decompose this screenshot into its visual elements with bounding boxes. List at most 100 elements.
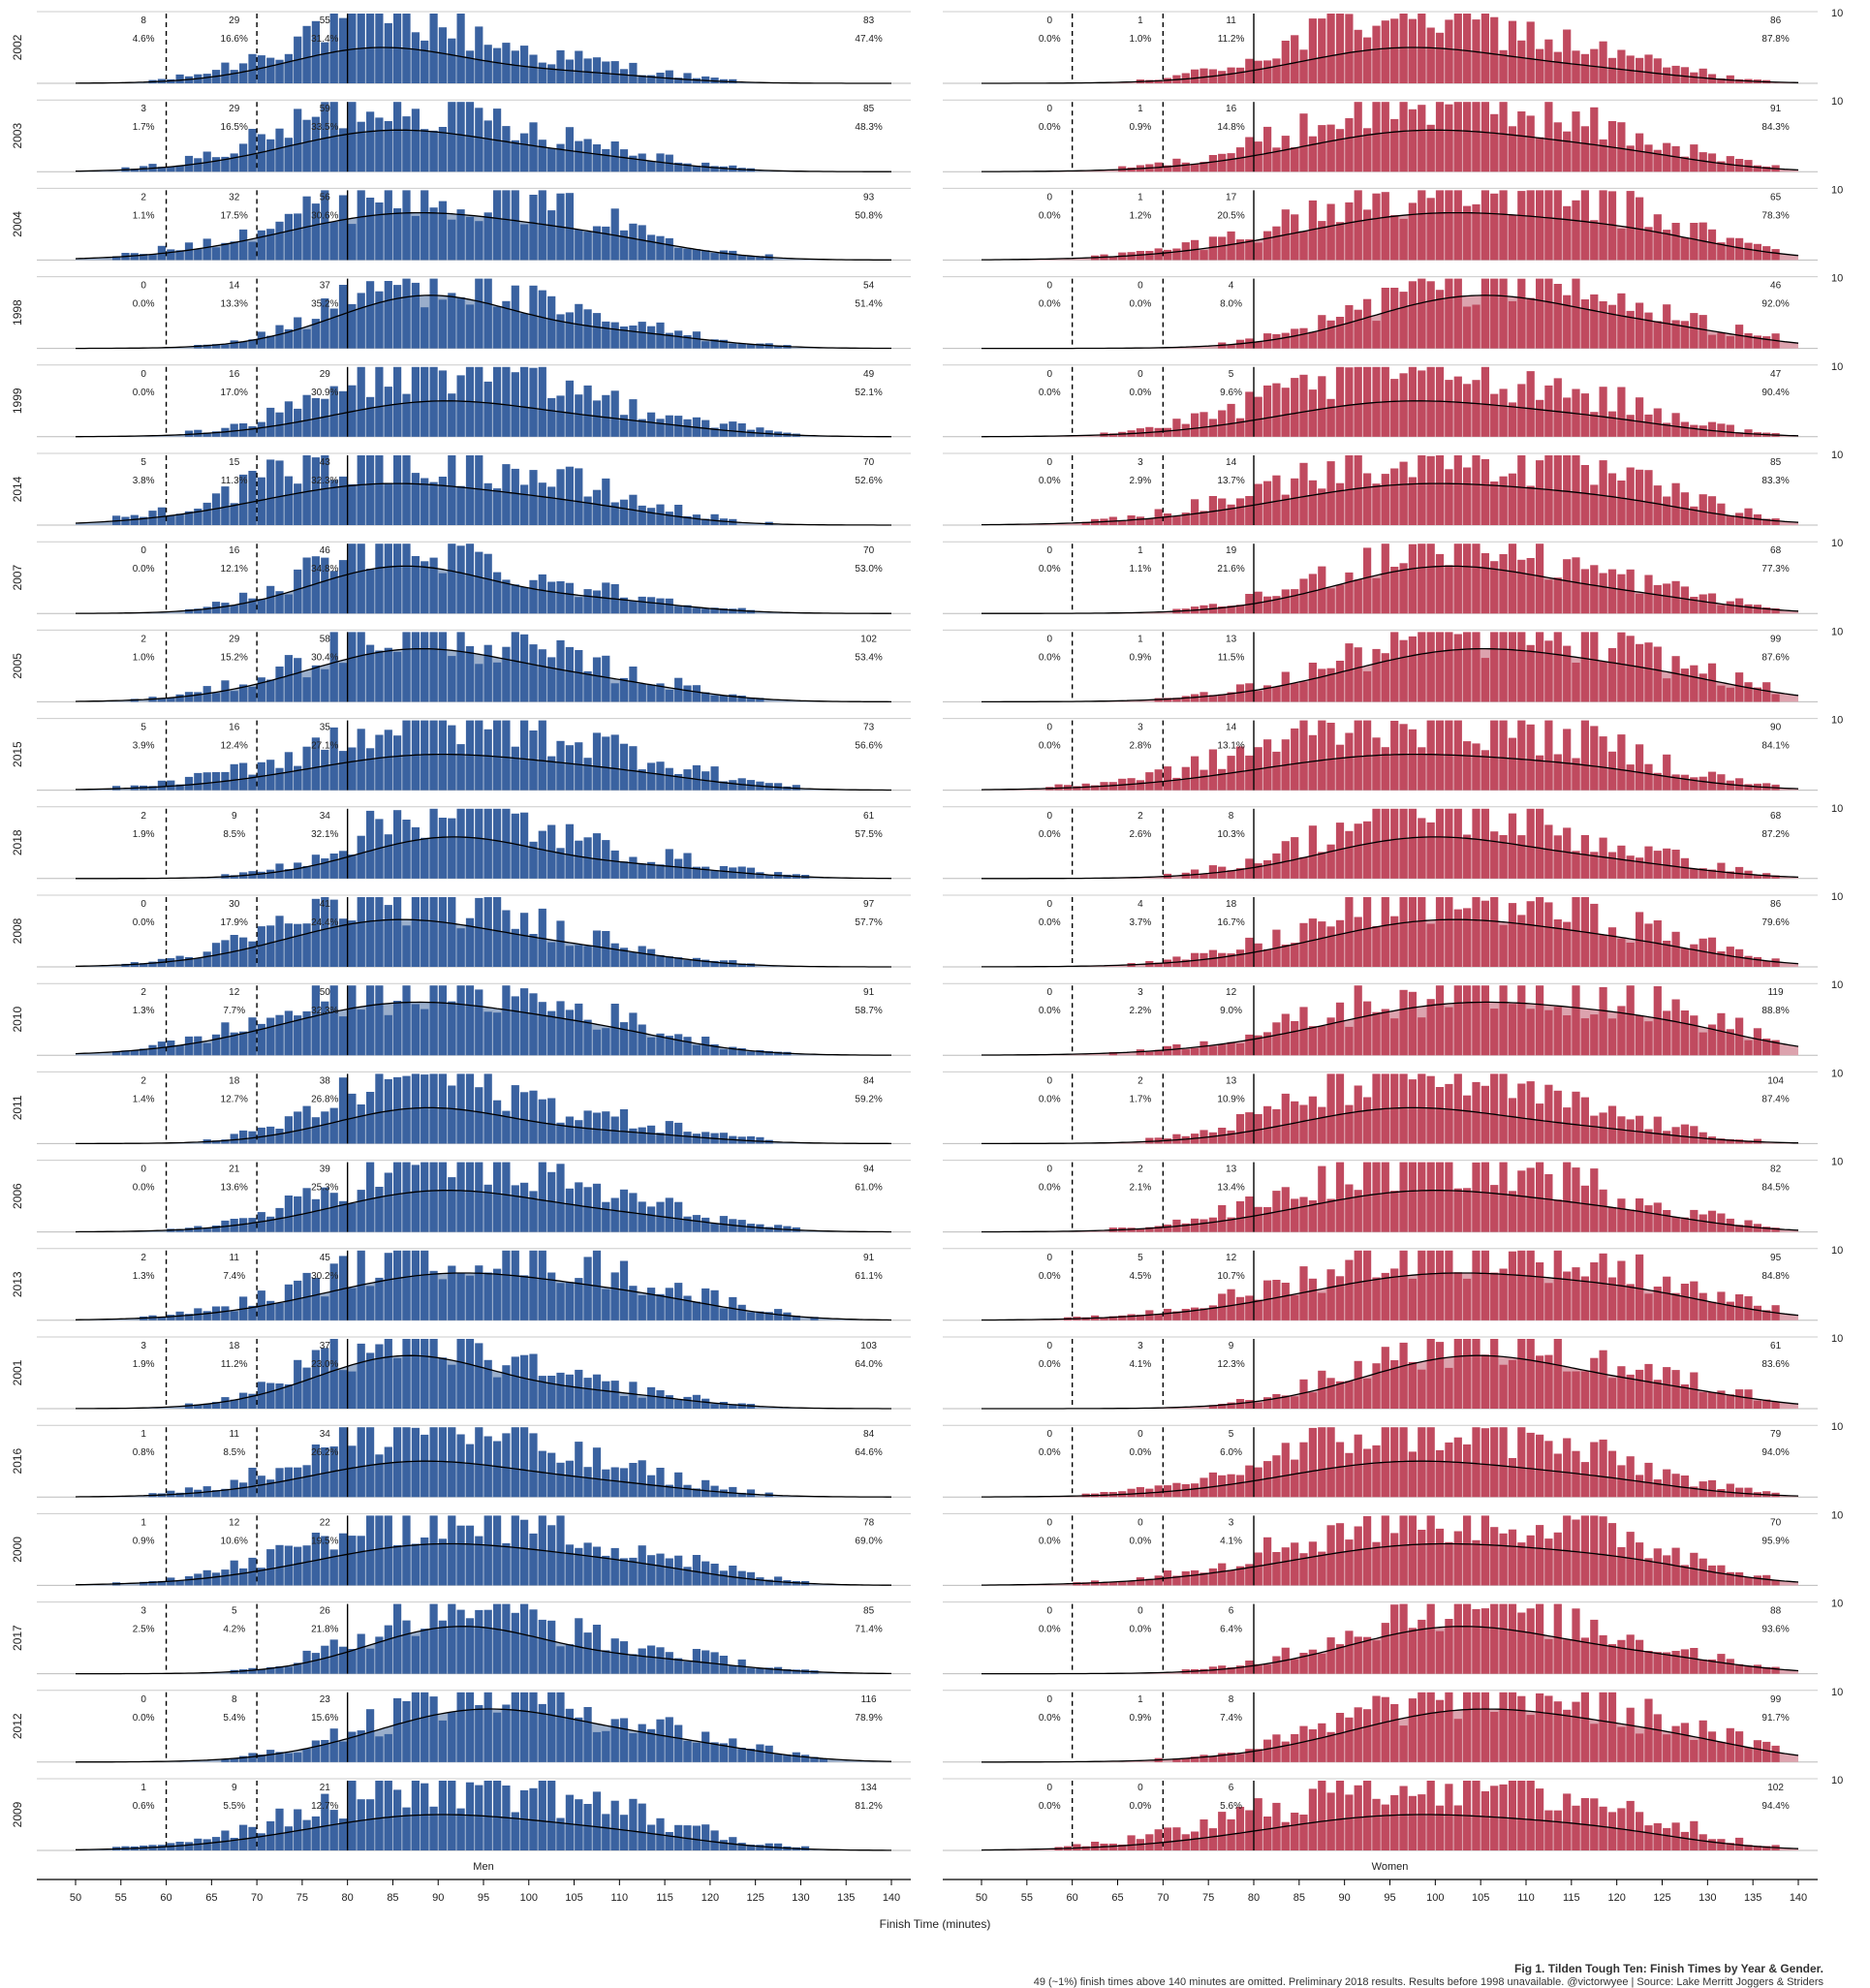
bucket-percent-label: 4.5% bbox=[1130, 1271, 1152, 1282]
histogram-bar bbox=[1599, 934, 1607, 967]
histogram-bar bbox=[221, 1830, 230, 1850]
histogram-bar bbox=[1426, 999, 1435, 1056]
histogram-bar bbox=[366, 644, 375, 702]
histogram-bar bbox=[175, 955, 184, 967]
histogram-bar bbox=[674, 858, 683, 879]
bucket-count-label: 97 bbox=[863, 899, 875, 910]
histogram-bar bbox=[1191, 164, 1200, 172]
histogram-bar bbox=[746, 1224, 756, 1232]
histogram-bar bbox=[375, 1454, 384, 1498]
histogram-bar bbox=[1726, 75, 1734, 83]
histogram-bar bbox=[1526, 190, 1535, 261]
histogram-bar bbox=[1644, 763, 1653, 791]
histogram-bar bbox=[438, 299, 447, 349]
bucket-percent-label: 24.4% bbox=[311, 917, 338, 928]
histogram-bar bbox=[1453, 634, 1462, 702]
histogram-bar bbox=[1463, 14, 1472, 83]
histogram-bar bbox=[1671, 656, 1680, 702]
histogram-bar bbox=[629, 856, 638, 879]
histogram-bar bbox=[1445, 1692, 1453, 1762]
bucket-percent-label: 0.6% bbox=[133, 1801, 155, 1812]
histogram-bar bbox=[629, 62, 638, 83]
histogram-bar bbox=[402, 1515, 411, 1586]
bucket-count-label: 16 bbox=[229, 545, 240, 556]
histogram-bar bbox=[338, 128, 348, 172]
histogram-bar bbox=[175, 74, 184, 83]
histogram-bar bbox=[1208, 1568, 1217, 1586]
histogram-bar bbox=[1263, 1032, 1272, 1056]
histogram-bar bbox=[211, 247, 221, 261]
histogram-bar bbox=[384, 190, 392, 261]
histogram-bar bbox=[1536, 190, 1544, 261]
row-year-label: 2016 bbox=[11, 1448, 24, 1475]
histogram-bar bbox=[438, 1357, 447, 1409]
histogram-bar bbox=[402, 1250, 411, 1320]
histogram-bar bbox=[1480, 658, 1489, 702]
histogram-bar bbox=[592, 1374, 602, 1409]
histogram-bar bbox=[511, 996, 519, 1056]
histogram-bar bbox=[1308, 1541, 1317, 1586]
histogram-bar bbox=[1663, 941, 1671, 967]
histogram-bar bbox=[1453, 278, 1462, 349]
histogram-bar bbox=[1690, 1820, 1699, 1850]
histogram-bar bbox=[1490, 1527, 1499, 1586]
histogram-bar bbox=[1644, 1363, 1653, 1409]
histogram-bar bbox=[266, 1750, 275, 1762]
histogram-bar bbox=[438, 1162, 447, 1232]
histogram-bar bbox=[239, 341, 248, 349]
histogram-bar bbox=[475, 1536, 483, 1586]
histogram-bar bbox=[411, 1635, 420, 1674]
histogram-bar bbox=[1254, 1299, 1262, 1320]
histogram-bar bbox=[1235, 868, 1245, 879]
histogram-bar bbox=[411, 1339, 420, 1409]
histogram-bar bbox=[1426, 822, 1435, 879]
x-axis-tick-label: 65 bbox=[1111, 1892, 1123, 1904]
histogram-bar bbox=[194, 608, 203, 614]
histogram-bar bbox=[1607, 1692, 1617, 1762]
histogram-bar bbox=[284, 328, 293, 349]
bucket-count-label: 1 bbox=[1138, 545, 1143, 556]
histogram-bar bbox=[1607, 751, 1617, 791]
histogram-bar bbox=[184, 1314, 194, 1320]
histogram-bar bbox=[493, 572, 502, 614]
histogram-bar bbox=[1118, 1845, 1127, 1850]
histogram-bar bbox=[665, 1484, 673, 1498]
histogram-bar bbox=[701, 250, 710, 261]
histogram-bar bbox=[1762, 1310, 1771, 1320]
y-axis-tick-label: 10 bbox=[1831, 361, 1843, 373]
bucket-count-label: 21 bbox=[320, 1783, 331, 1793]
histogram-bar bbox=[547, 1620, 556, 1674]
histogram-bar bbox=[665, 598, 673, 614]
histogram-bar bbox=[1517, 191, 1526, 261]
x-axis-tick-label: 60 bbox=[160, 1892, 171, 1904]
histogram-bar bbox=[329, 480, 338, 525]
histogram-bar bbox=[393, 544, 402, 614]
histogram-bar bbox=[1408, 366, 1417, 437]
histogram-bar bbox=[1390, 288, 1399, 349]
histogram-bar bbox=[575, 1547, 583, 1586]
bucket-count-label: 29 bbox=[229, 16, 240, 26]
histogram-bar bbox=[456, 1808, 465, 1850]
bucket-count-label: 65 bbox=[1770, 192, 1782, 202]
bucket-percent-label: 94.0% bbox=[1761, 1447, 1789, 1458]
histogram-bar bbox=[375, 650, 384, 702]
histogram-bar bbox=[1418, 190, 1426, 261]
histogram-bar bbox=[1480, 1085, 1489, 1144]
histogram-bar bbox=[656, 1647, 665, 1674]
histogram-bar bbox=[1644, 575, 1653, 614]
histogram-bar bbox=[602, 1650, 610, 1674]
histogram-bar bbox=[321, 102, 329, 172]
histogram-bar bbox=[366, 396, 375, 437]
histogram-bar bbox=[384, 1781, 392, 1850]
histogram-bar bbox=[610, 1547, 619, 1586]
histogram-bar bbox=[1680, 1284, 1689, 1320]
histogram-bar bbox=[257, 1382, 265, 1409]
histogram-bar bbox=[1345, 1539, 1354, 1586]
bucket-count-label: 61 bbox=[863, 811, 875, 822]
histogram-bar bbox=[1372, 1011, 1381, 1056]
histogram-bar bbox=[1717, 1839, 1726, 1850]
histogram-bar bbox=[329, 854, 338, 879]
histogram-bar bbox=[1735, 78, 1744, 83]
histogram-bar bbox=[1381, 1515, 1389, 1586]
histogram-bar bbox=[294, 408, 302, 437]
